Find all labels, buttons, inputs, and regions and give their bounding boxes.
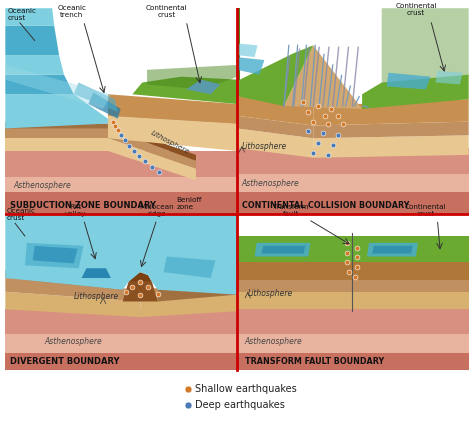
Polygon shape [5, 309, 237, 334]
Polygon shape [237, 116, 313, 138]
Polygon shape [382, 8, 469, 84]
Text: Oceanic
crust: Oceanic crust [6, 208, 35, 221]
Polygon shape [158, 287, 237, 301]
Polygon shape [108, 124, 196, 161]
Polygon shape [237, 262, 352, 280]
Polygon shape [186, 80, 220, 94]
Polygon shape [25, 243, 83, 268]
Polygon shape [5, 55, 64, 75]
Text: Lithosphere: Lithosphere [248, 288, 293, 297]
Polygon shape [108, 102, 237, 124]
Polygon shape [237, 161, 469, 192]
Polygon shape [436, 71, 463, 84]
Polygon shape [352, 280, 469, 292]
Polygon shape [313, 122, 469, 138]
Text: Shallow earthquakes: Shallow earthquakes [195, 384, 297, 395]
Polygon shape [33, 246, 78, 263]
Polygon shape [5, 151, 237, 177]
Text: Oceanic
crust: Oceanic crust [7, 8, 36, 21]
Polygon shape [367, 243, 418, 256]
Polygon shape [237, 174, 469, 214]
Text: SUBDUCTION ZONE BOUNDARY: SUBDUCTION ZONE BOUNDARY [10, 201, 156, 210]
Polygon shape [313, 99, 469, 125]
Polygon shape [284, 45, 362, 109]
Polygon shape [5, 8, 54, 26]
Polygon shape [5, 339, 237, 370]
Polygon shape [74, 83, 118, 112]
Polygon shape [108, 94, 237, 124]
Text: DIVERGENT BOUNDARY: DIVERGENT BOUNDARY [10, 357, 120, 366]
Polygon shape [372, 246, 413, 253]
Polygon shape [255, 243, 310, 256]
Text: Lithosphere: Lithosphere [150, 129, 191, 155]
Polygon shape [123, 282, 158, 301]
Polygon shape [237, 96, 313, 125]
Polygon shape [237, 309, 469, 334]
Polygon shape [5, 163, 237, 192]
Polygon shape [237, 236, 352, 262]
Polygon shape [237, 43, 257, 57]
Polygon shape [128, 272, 152, 282]
Polygon shape [132, 77, 237, 104]
Text: Asthenosphere: Asthenosphere [13, 181, 71, 190]
Text: Deep earthquakes: Deep earthquakes [195, 400, 285, 410]
Text: Continental
crust: Continental crust [395, 3, 437, 16]
Text: Asthenosphere: Asthenosphere [245, 337, 302, 346]
Polygon shape [237, 292, 352, 309]
Polygon shape [5, 128, 108, 138]
Polygon shape [140, 294, 237, 317]
Polygon shape [237, 280, 352, 292]
Text: Continental
crust: Continental crust [405, 205, 447, 217]
Text: TRANSFORM FAULT BOUNDARY: TRANSFORM FAULT BOUNDARY [245, 357, 384, 366]
Text: Benioff
zone: Benioff zone [176, 196, 202, 210]
Polygon shape [313, 135, 469, 158]
Polygon shape [5, 321, 237, 353]
Polygon shape [5, 292, 140, 317]
Polygon shape [5, 138, 108, 151]
Polygon shape [5, 94, 108, 128]
Polygon shape [5, 75, 74, 94]
Polygon shape [352, 292, 469, 309]
Text: Oceanic
trench: Oceanic trench [57, 5, 86, 18]
Polygon shape [262, 246, 305, 253]
Polygon shape [108, 138, 196, 180]
Polygon shape [5, 270, 123, 290]
Polygon shape [140, 280, 237, 301]
Text: Continental
crust: Continental crust [146, 5, 187, 18]
Polygon shape [237, 148, 469, 174]
Polygon shape [237, 339, 469, 370]
Polygon shape [387, 73, 430, 89]
Polygon shape [237, 57, 264, 75]
Text: Asthenosphere: Asthenosphere [242, 179, 300, 188]
Polygon shape [164, 256, 216, 278]
Polygon shape [5, 172, 237, 214]
Polygon shape [237, 8, 240, 80]
Polygon shape [147, 65, 237, 89]
Polygon shape [108, 128, 196, 169]
Text: Rift
valley: Rift valley [65, 205, 86, 217]
Polygon shape [362, 75, 469, 109]
Text: Asthenosphere: Asthenosphere [45, 337, 102, 346]
Text: CONTINENTAL COLLISION BOUNDARY: CONTINENTAL COLLISION BOUNDARY [242, 201, 410, 210]
Polygon shape [108, 116, 237, 151]
Polygon shape [5, 278, 140, 301]
Polygon shape [237, 45, 313, 106]
Text: Lithosphere: Lithosphere [242, 142, 287, 151]
Polygon shape [5, 122, 108, 128]
Polygon shape [5, 65, 111, 109]
Polygon shape [5, 26, 59, 55]
Text: Transform
fault: Transform fault [273, 205, 309, 217]
Polygon shape [237, 128, 313, 158]
Polygon shape [5, 214, 237, 294]
Polygon shape [89, 92, 121, 119]
Polygon shape [237, 321, 469, 353]
Text: Midocean
ridge: Midocean ridge [139, 205, 174, 217]
Text: Lithosphere: Lithosphere [74, 292, 119, 301]
Polygon shape [352, 236, 469, 262]
Polygon shape [352, 262, 469, 280]
Polygon shape [82, 268, 111, 278]
